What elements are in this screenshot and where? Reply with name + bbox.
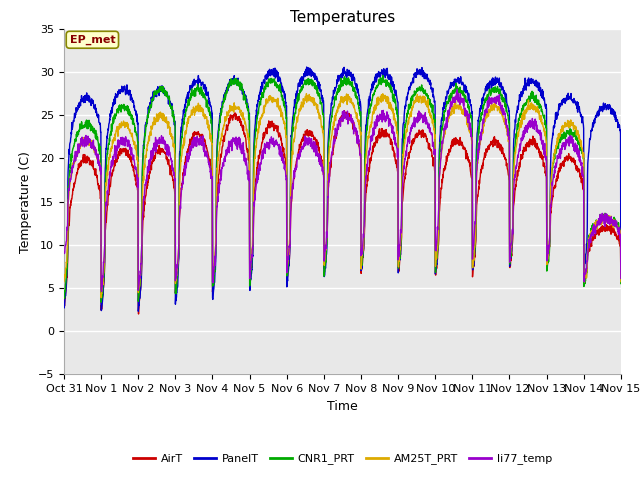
Legend: AirT, PanelT, CNR1_PRT, AM25T_PRT, li77_temp: AirT, PanelT, CNR1_PRT, AM25T_PRT, li77_… (129, 449, 556, 469)
X-axis label: Time: Time (327, 400, 358, 413)
Text: EP_met: EP_met (70, 35, 115, 45)
Title: Temperatures: Temperatures (290, 10, 395, 25)
Y-axis label: Temperature (C): Temperature (C) (19, 151, 33, 252)
